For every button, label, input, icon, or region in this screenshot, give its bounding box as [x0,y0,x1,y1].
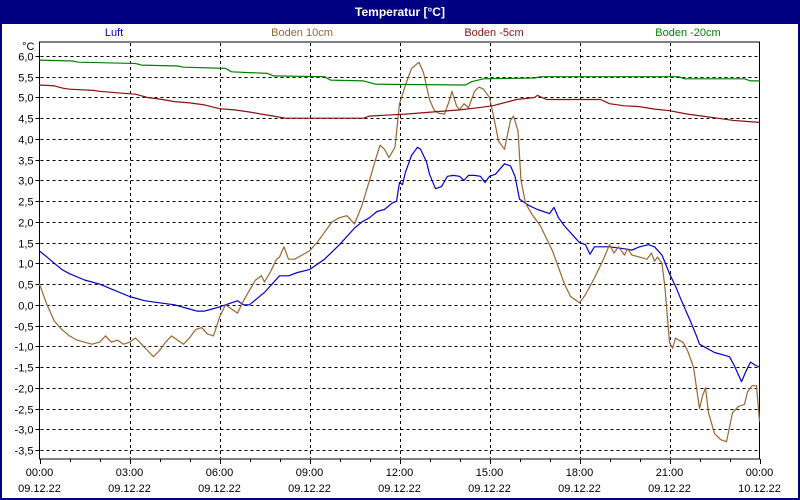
y-tick-label: 2,5 [18,197,33,209]
legend-item-luft: Luft [104,27,124,39]
x-tick-time: 06:00 [206,467,234,479]
y-tick-label: -0,5 [15,322,34,334]
x-tick-time: 15:00 [476,467,504,479]
y-tick-label: -2,5 [15,405,34,417]
legend-item-boden10cm: Boden 10cm [271,27,333,39]
x-tick-time: 12:00 [386,467,414,479]
x-tick-date: 09.12.22 [108,483,151,495]
title-bar: Temperatur [°C] [2,2,798,24]
series-line-boden--20cm [38,59,761,86]
y-tick-label: 4,0 [18,135,33,147]
x-tick-date: 09.12.22 [378,483,421,495]
legend-item-boden-5cm: Boden -5cm [464,27,524,39]
x-tick-date: 10.12.22 [738,483,781,495]
x-tick-date: 09.12.22 [18,483,61,495]
y-tick-label: 6,0 [18,52,33,64]
x-tick-time: 09:00 [296,467,324,479]
y-tick-label: 4,5 [18,114,33,126]
series-line-boden-10cm [38,61,761,443]
y-tick-label: -1,0 [15,342,34,354]
y-tick-label: 1,0 [18,259,33,271]
y-tick-label: 5,5 [18,73,33,85]
y-tick-label: -1,5 [15,363,34,375]
x-tick-date: 09.12.22 [648,483,691,495]
page-title: Temperatur [°C] [355,5,445,19]
y-tick-label: 3,0 [18,176,33,188]
y-tick-label: 5,0 [18,93,33,105]
y-tick-label: -2,0 [15,384,34,396]
y-tick-label: 0,0 [18,301,33,313]
x-tick-time: 21:00 [656,467,684,479]
x-tick-time: 18:00 [566,467,594,479]
series-line-luft [38,146,761,383]
y-tick-label: 0,5 [18,280,33,292]
series-line-boden--5cm [38,84,761,124]
x-tick-date: 09.12.22 [558,483,601,495]
x-tick-time: 00:00 [26,467,54,479]
x-tick-date: 09.12.22 [468,483,511,495]
y-tick-label: 1,5 [18,239,33,251]
x-tick-date: 09.12.22 [198,483,241,495]
y-tick-label: -3,5 [15,446,34,458]
y-axis-unit-label: °C [22,41,34,53]
x-tick-time: 00:00 [746,467,774,479]
x-tick-time: 03:00 [116,467,144,479]
legend-item-boden-20cm: Boden -20cm [655,27,721,39]
x-tick-date: 09.12.22 [288,483,331,495]
y-tick-label: -3,0 [15,425,34,437]
y-tick-label: 3,5 [18,156,33,168]
legend: Luft Boden 10cm Boden -5cm Boden -20cm [2,24,798,42]
y-tick-label: 2,0 [18,218,33,230]
